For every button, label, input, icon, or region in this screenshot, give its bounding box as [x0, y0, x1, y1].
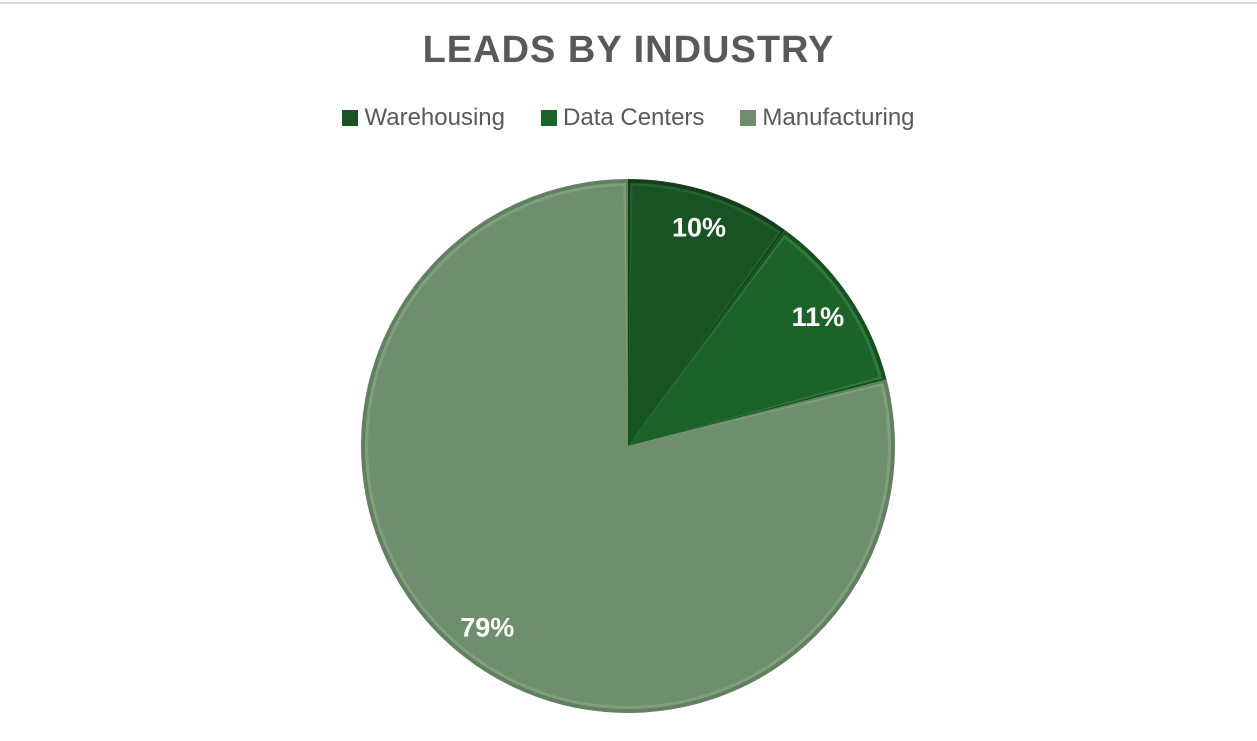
data-label-data-centers: 11% [792, 302, 845, 332]
pie-slice-data-centers[interactable] [628, 238, 879, 446]
legend-item-manufacturing[interactable]: Manufacturing [740, 104, 915, 133]
chart-title: LEADS BY INDUSTRY [422, 29, 835, 71]
top-border-line [0, 2, 1257, 4]
data-label-warehousing: 10% [672, 213, 726, 243]
legend-item-data-centers[interactable]: Data Centers [541, 104, 704, 133]
legend-swatch-warehousing [342, 110, 359, 127]
legend-swatch-manufacturing [740, 110, 757, 127]
legend-item-warehousing[interactable]: Warehousing [342, 104, 505, 133]
pie-slice-manufacturing[interactable] [367, 186, 888, 707]
chart-legend: Warehousing Data Centers Manufacturing [0, 104, 1257, 133]
legend-label: Warehousing [364, 104, 506, 131]
data-label-manufacturing: 79% [460, 612, 514, 642]
legend-label: Manufacturing [762, 104, 915, 131]
pie-slice-warehousing[interactable] [628, 186, 778, 447]
legend-swatch-data-centers [541, 110, 558, 127]
legend-label: Data Centers [563, 104, 705, 131]
